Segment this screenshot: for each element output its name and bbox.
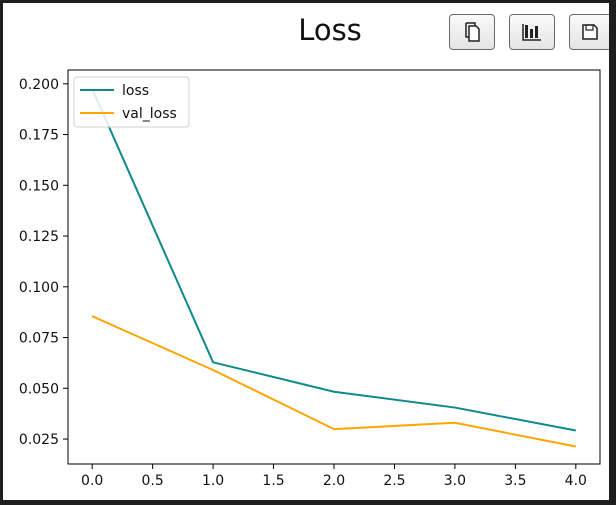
plot-frame bbox=[67, 69, 601, 465]
x-tick-label: 1.5 bbox=[262, 473, 284, 489]
x-tick-label: 2.0 bbox=[323, 473, 345, 489]
bar-chart-button[interactable] bbox=[509, 14, 555, 50]
save-icon bbox=[581, 24, 598, 40]
y-tick-label: 0.200 bbox=[19, 77, 59, 93]
series-line-loss bbox=[91, 88, 577, 432]
y-tick-label: 0.150 bbox=[19, 178, 59, 194]
y-tick-label: 0.025 bbox=[19, 432, 59, 448]
y-tick-label: 0.050 bbox=[19, 381, 59, 397]
x-tick-label: 0.0 bbox=[81, 473, 103, 489]
legend-label-val-loss: val_loss bbox=[122, 106, 177, 122]
y-tick-label: 0.075 bbox=[19, 331, 59, 347]
series-line-val-loss bbox=[91, 315, 577, 448]
x-tick-label: 1.0 bbox=[202, 473, 224, 489]
x-tick-label: 4.0 bbox=[565, 473, 587, 489]
loss-line-chart: 0.0 0.5 1.0 1.5 2.0 2.5 3.0 3.5 4.0 0.025 0.050 0.0… bbox=[19, 69, 601, 489]
y-tick-label: 0.125 bbox=[19, 229, 59, 245]
chart-window: Loss 0.0 0.5 1.0 1.5 2.0 2.5 3.0 3.5 4.0 0.025 0.0… bbox=[3, 3, 613, 500]
bar-chart-icon bbox=[522, 24, 541, 41]
y-tick-label: 0.100 bbox=[19, 280, 59, 296]
x-tick-label: 2.5 bbox=[383, 473, 405, 489]
copy-button[interactable] bbox=[449, 14, 495, 50]
x-tick-label: 0.5 bbox=[142, 473, 164, 489]
save-button[interactable] bbox=[569, 14, 609, 50]
x-tick-label: 3.0 bbox=[444, 473, 466, 489]
copy-icon bbox=[465, 22, 480, 42]
chart-title: Loss bbox=[298, 13, 362, 47]
legend-label-loss: loss bbox=[122, 83, 149, 99]
y-tick-label: 0.175 bbox=[19, 128, 59, 144]
x-tick-label: 3.5 bbox=[504, 473, 526, 489]
